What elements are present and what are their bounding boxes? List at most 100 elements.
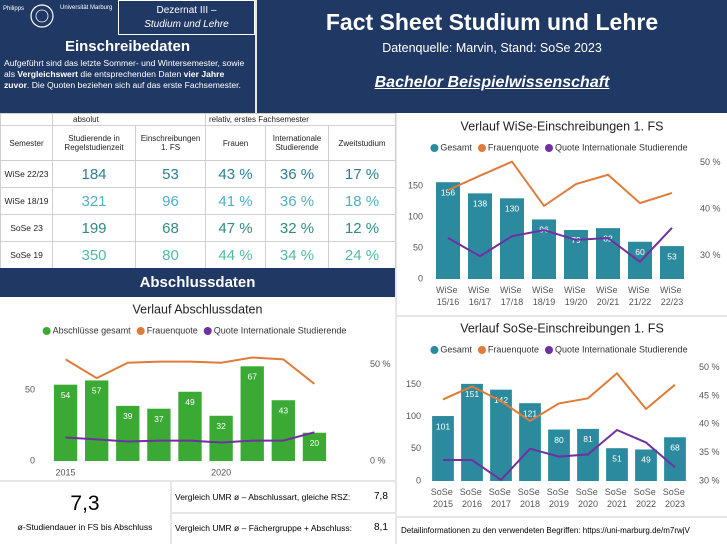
description: Aufgeführt sind das letzte Sommer- und W… <box>4 58 251 91</box>
x-tick-line: 2023 <box>665 499 685 509</box>
chart: Verlauf WiSe-Einschreibungen 1. FS Gesamt… <box>397 113 727 315</box>
y2-tick-label: 0 % <box>370 455 386 465</box>
x-tick-label: SoSe 2023 <box>663 487 688 509</box>
kpi-label: ø-Studiendauer in FS bis Abschluss <box>17 522 153 532</box>
bar-label: 51 <box>612 453 622 463</box>
y2-tick-label: 50 % <box>370 359 391 369</box>
x-tick-label: SoSe 2022 <box>634 487 659 509</box>
bar <box>209 415 233 461</box>
x-tick-label: SoSe 2016 <box>460 487 485 509</box>
bar <box>147 408 171 461</box>
table-value: 17 % <box>328 160 397 188</box>
department-line: Studium und Lehre <box>144 19 229 30</box>
x-tick-line: SoSe <box>605 487 630 497</box>
x-tick-label: SoSe 2020 <box>576 487 601 509</box>
legend-label: Abschlüsse gesamt <box>53 325 132 335</box>
row-label: SoSe 23 <box>0 214 53 242</box>
legend-swatch <box>430 144 439 152</box>
x-tick-label: 2020 <box>211 467 231 477</box>
y2-tick-label: 30 % <box>700 250 721 260</box>
legend-label: Gesamt <box>440 344 472 354</box>
x-tick-line: SoSe <box>663 487 688 497</box>
table-row: SoSe 19 350 80 44 % 34 % 24 % <box>0 241 397 269</box>
x-tick-label: WiSe 21/22 <box>628 285 652 307</box>
x-tick-line: 2021 <box>607 499 627 509</box>
row-label: WiSe 22/23 <box>0 160 53 188</box>
comparison-label: Vergleich UMR ø – Abschlussart, gleiche … <box>175 492 351 502</box>
bar <box>664 437 686 481</box>
y-tick-label: 50 <box>413 242 423 252</box>
y-tick-label: 50 <box>411 443 421 453</box>
line <box>443 428 676 482</box>
table-value: 96 <box>134 187 207 215</box>
table-row: WiSe 22/23 184 53 43 % 36 % 17 % <box>0 160 397 188</box>
bar-label: 43 <box>279 405 289 415</box>
bar-label: 53 <box>667 251 677 261</box>
line <box>447 227 673 264</box>
bar-label: 142 <box>494 395 508 405</box>
column-header: Einschreibungen 1. FS <box>134 125 207 161</box>
table-row: SoSe 23 199 68 47 % 32 % 12 % <box>0 214 397 242</box>
bar-label: 60 <box>635 247 645 257</box>
line <box>442 371 676 423</box>
bar <box>436 182 460 279</box>
y-tick-label: 100 <box>406 411 421 421</box>
bar <box>53 384 78 461</box>
x-tick-label: SoSe 2015 <box>431 487 456 509</box>
x-tick-line: SoSe <box>431 487 456 497</box>
legend-swatch <box>203 327 212 335</box>
x-tick-line: SoSe <box>518 487 543 497</box>
y2-tick-label: 50 % <box>700 157 721 167</box>
x-tick-label: WiSe 18/19 <box>532 285 556 307</box>
table-value: 43 % <box>205 160 267 188</box>
bar <box>271 400 295 461</box>
comparison-value: 8,1 <box>374 522 388 533</box>
bar <box>178 391 202 461</box>
legend-label: Quote Internationale Studierende <box>214 325 347 335</box>
bar-label: 49 <box>641 455 651 465</box>
y-tick-label: 0 <box>418 273 423 283</box>
x-tick-line: 2015 <box>433 499 453 509</box>
logo-seal <box>30 4 54 28</box>
table-value: 350 <box>52 241 136 269</box>
legend-label: Quote Internationale Studierende <box>555 142 688 152</box>
x-tick-line: 2020 <box>578 499 598 509</box>
chart: Verlauf SoSe-Einschreibungen 1. FS Gesamt… <box>397 317 727 516</box>
y-tick-label: 0 <box>30 455 35 465</box>
description-part: Vergleichswert <box>17 69 79 79</box>
x-tick-line: SoSe <box>576 487 601 497</box>
table-value: 184 <box>52 160 136 188</box>
legend-label: Quote Internationale Studierende <box>555 344 688 354</box>
x-tick-line: SoSe <box>460 487 485 497</box>
bar-label: 80 <box>554 435 564 445</box>
x-tick-line: 16/17 <box>469 297 492 307</box>
page-title: Fact Sheet Studium und Lehre <box>325 9 659 35</box>
legend-swatch <box>544 144 553 152</box>
x-tick-line: WiSe <box>660 285 684 295</box>
bar <box>432 416 454 481</box>
bar-label: 156 <box>441 187 455 197</box>
bar-label: 32 <box>216 421 226 431</box>
x-tick-line: 2018 <box>520 499 540 509</box>
description-part: vier Jahre zuvor <box>4 69 225 90</box>
bar-label: 57 <box>92 386 102 396</box>
y-tick-label: 150 <box>406 379 421 389</box>
bar <box>240 366 264 461</box>
x-tick-line: WiSe <box>500 285 524 295</box>
bar-label: 138 <box>473 199 487 209</box>
table-value: 18 % <box>328 187 397 215</box>
column-header: Frauen <box>205 125 267 161</box>
table-value: 80 <box>134 241 207 269</box>
bar-label: 20 <box>310 438 320 448</box>
legend-label: Gesamt <box>440 142 472 152</box>
x-tick-label: WiSe 22/23 <box>660 285 684 307</box>
bar <box>606 448 628 481</box>
legend-label: Frauenquote <box>488 142 539 152</box>
legend-swatch <box>477 346 486 354</box>
y2-tick-label: 40 % <box>699 419 720 429</box>
bar <box>519 403 541 481</box>
chart-title: Verlauf SoSe-Einschreibungen 1. FS <box>460 321 664 335</box>
table: absolut relativ, erstes Fachsemester Semes… <box>0 113 397 269</box>
